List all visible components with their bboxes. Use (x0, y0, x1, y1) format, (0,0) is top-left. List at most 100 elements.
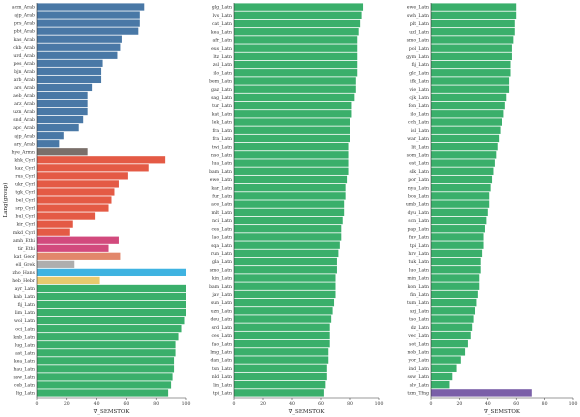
y-tick-label: cat_Latn (212, 21, 232, 27)
y-tick-label: fra_Latn (212, 136, 232, 142)
y-tick-label: ces_Latn (211, 226, 232, 232)
y-tick-label: lmg_Latn (210, 349, 232, 355)
x-tick-label: 40 (289, 401, 295, 407)
y-tick-label: tsn_Latn (212, 366, 232, 372)
bar-cch_Latn (431, 118, 502, 126)
x-tick-label: 0 (36, 401, 39, 407)
y-tick-label: lug_Latn (15, 342, 35, 348)
y-tick-label: gym_Latn (406, 54, 429, 60)
y-tick-label: bam_Latn (209, 284, 232, 290)
bar-slk_Latn (431, 167, 494, 175)
bar-glg_Latn (234, 3, 364, 11)
y-tick-label: lek_Latn (212, 120, 232, 126)
y-tick-label: bem_Latn (209, 79, 232, 85)
bar-bul_Cyrl (37, 212, 96, 220)
bar-ewe_Latn (431, 3, 517, 11)
bar-kea_Latn (234, 28, 359, 36)
y-tick-label: acm_Arab (12, 5, 35, 11)
y-tick-label: smo_Latn (407, 38, 429, 44)
y-tick-label: ifk_Latn (410, 79, 429, 85)
y-tick-label: fao_Latn (212, 341, 232, 347)
y-tick-label: kaz_Cyrl (15, 165, 36, 171)
bar-umb_Latn (431, 200, 490, 208)
bar-ssw_Latn (431, 372, 453, 381)
y-tick-label: zho_Hans (12, 270, 35, 276)
bar-sqa_Latn (234, 241, 340, 249)
bar-min_Latn (431, 274, 480, 282)
y-tick-label: kat_Geor (14, 254, 36, 260)
y-tick-label: nya_Latn (408, 185, 429, 191)
bar-acm_Arab (37, 3, 145, 11)
bar-slv_Latn (431, 380, 450, 389)
bar-nso_Latn (234, 151, 349, 159)
bar-ayr_Latn (37, 284, 186, 293)
bar-arz_Arab (37, 99, 88, 108)
y-tick-label: glc_Latn (409, 70, 429, 76)
x-tick-label: 100 (569, 401, 578, 407)
y-tick-label: nld_Latn (212, 374, 232, 380)
y-tick-label: luo_Latn (409, 267, 429, 273)
bar-gla_Latn (234, 257, 337, 266)
y-tick-label: kon_Latn (408, 284, 429, 290)
y-tick-label: heb_Hebr (12, 278, 36, 284)
bar-ilo_Latn (234, 69, 358, 77)
y-tick-label: urd_Arab (13, 53, 35, 59)
bar-ukr_Cyrl (37, 180, 119, 188)
bar-snd_Arab (37, 115, 84, 124)
y-tick-label: pol_Latn (409, 46, 429, 52)
bar-afr_Latn (234, 36, 358, 44)
y-tick-label: sun_Latn (211, 300, 232, 306)
bar-szj_Latn (431, 307, 476, 315)
bar-tgk_Cyrl (37, 188, 115, 196)
y-tick-label: fra_Latn (212, 128, 232, 134)
y-tick-label: bul_Cyrl (16, 214, 36, 220)
y-tick-label: ces_Latn (211, 333, 232, 339)
bar-cat_Latn (234, 19, 361, 28)
y-axis-label: Lang(group) (2, 183, 9, 218)
bar-ell_Grek (37, 260, 75, 268)
bar-jav_Latn (234, 290, 336, 299)
bar-ltg_Latn (37, 389, 169, 397)
y-tick-label: cjk_Latn (409, 95, 429, 101)
x-tick-label: 60 (318, 401, 324, 407)
bar-kar_Latn (234, 183, 346, 192)
bar-nld_Latn (234, 372, 327, 381)
bar-knb_Latn (37, 333, 179, 341)
bar-wol_Latn (37, 316, 185, 325)
y-tick-label: ceb_Latn (14, 383, 35, 389)
bar-ary_Arab (37, 140, 60, 148)
bar-ssw_Latn (37, 373, 173, 381)
bar-zho_Hans (37, 268, 186, 276)
y-tick-label: bos_Latn (408, 194, 429, 200)
bar-ace_Latn (234, 200, 345, 208)
y-tick-label: war_Latn (407, 136, 429, 142)
x-axis-label: ∇_SEMSTOK (93, 409, 130, 415)
bar-srp_Cyrl (37, 204, 109, 212)
bar-hye_Armn (37, 148, 88, 156)
y-tick-label: mkd_Cyrl (13, 230, 36, 236)
y-tick-label: jav_Latn (211, 292, 232, 298)
y-tick-label: tir_Ethi (18, 246, 36, 252)
bar-ast_Latn (37, 349, 176, 357)
bar-dz_Latn (431, 323, 473, 331)
y-tick-label: hye_Armn (12, 149, 35, 155)
y-tick-label: fon_Latn (409, 103, 429, 109)
y-tick-label: ewe_Latn (210, 177, 232, 183)
y-tick-label: nci_Latn (212, 218, 232, 224)
y-tick-label: wol_Latn (14, 318, 35, 324)
y-tick-label: lim_Latn (15, 310, 35, 316)
y-tick-label: prs_Arab (14, 21, 35, 27)
bar-amh_Ethi (37, 236, 119, 244)
x-tick-label: 80 (153, 401, 159, 407)
y-tick-label: isl_Latn (411, 128, 429, 134)
y-tick-label: ukr_Cyrl (15, 182, 36, 188)
y-tick-label: pap_Latn (407, 226, 429, 232)
bar-lim_Latn (37, 308, 186, 317)
x-tick-label: 60 (123, 401, 129, 407)
bar-fij_Latn (431, 60, 511, 69)
bar-urd_Arab (37, 51, 118, 59)
y-tick-label: uzn_Arab (13, 109, 35, 115)
bar-kas_Arab (37, 35, 122, 43)
x-tick-label: 100 (375, 401, 384, 407)
